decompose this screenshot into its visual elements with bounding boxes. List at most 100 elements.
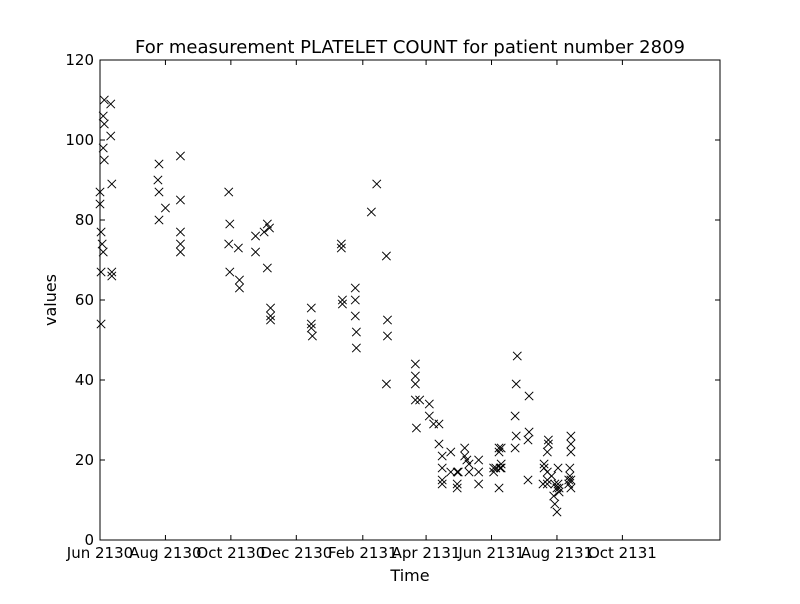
data-point-marker [266,311,276,321]
x-tick-label: Oct 2131 [588,544,657,562]
data-point-marker [539,459,549,469]
data-point-marker [566,439,576,449]
data-point-marker [175,195,186,205]
data-point-marker [96,267,106,277]
data-point-marker [154,187,164,197]
data-point-marker [446,447,456,457]
data-point-marker [549,491,559,501]
data-point-marker [350,295,360,305]
data-point-marker [474,467,484,477]
data-point-marker [410,379,420,389]
data-point-marker [107,271,117,281]
data-point-marker [510,443,520,453]
data-point-marker [259,227,269,237]
y-tick-label: 0 [84,531,94,549]
data-point-marker [452,467,462,477]
plot-frame [99,59,721,541]
data-point-marker [381,379,391,389]
data-point-marker [511,431,521,441]
data-point-marker [106,99,116,109]
data-point-marker [565,463,575,473]
data-point-marker [107,179,117,189]
data-point-marker [410,395,420,405]
data-point-marker [424,399,434,409]
x-tick-label: Feb 2131 [328,544,398,562]
y-tick-label: 120 [65,51,94,69]
x-tick-label: Dec 2130 [260,544,332,562]
data-point-marker [175,239,186,249]
data-point-marker [542,447,552,457]
data-point-marker [524,391,534,401]
data-point-marker [452,483,462,493]
data-point-marker [553,463,563,473]
data-point-marker [550,499,560,509]
data-point-marker [306,323,316,333]
data-point-marker [452,479,462,489]
y-tick-label: 100 [65,131,94,149]
data-point-marker [224,187,234,197]
data-point-marker [437,479,447,489]
data-point-marker [96,319,106,329]
y-tick-label: 20 [75,451,94,469]
plot-markers [95,95,576,517]
data-point-marker [543,439,553,449]
data-point-marker [160,203,170,213]
x-tick-label: Apr 2131 [392,544,461,562]
data-point-marker [225,219,235,229]
y-tick-label: 80 [75,211,94,229]
data-point-marker [306,303,316,313]
data-point-marker [554,483,564,493]
chart-title: For measurement PLATELET COUNT for patie… [135,37,685,58]
data-point-marker [524,427,534,437]
data-point-marker [337,299,347,309]
y-tick-label: 40 [75,371,94,389]
data-point-marker [336,239,346,249]
data-point-marker [523,435,533,445]
y-axis: 0 20 40 60 80 100 120 [65,51,720,549]
data-point-marker [494,483,504,493]
data-point-marker [307,331,317,341]
data-point-marker [566,447,576,457]
data-point-marker [566,431,576,441]
data-point-marker [372,179,382,189]
data-point-marker [225,267,235,277]
data-point-marker [494,443,504,453]
data-point-marker [496,459,506,469]
data-point-marker [153,175,163,185]
data-point-marker [489,463,499,473]
data-point-marker [437,475,447,485]
data-point-marker [415,395,425,405]
data-point-marker [554,487,564,497]
data-point-marker [474,479,484,489]
data-point-marker [233,243,243,253]
data-point-marker [99,95,109,105]
data-point-marker [411,423,421,433]
data-point-marker [552,507,562,517]
data-point-marker [250,231,261,241]
x-tick-label: Oct 2130 [196,544,265,562]
data-point-marker [543,435,553,445]
data-point-marker [542,479,552,489]
data-point-marker [464,459,474,469]
data-point-marker [547,471,557,481]
data-point-marker [460,443,470,453]
data-point-marker [366,207,376,217]
data-point-marker [437,451,447,461]
data-point-marker [539,463,549,473]
data-point-marker [350,283,360,293]
data-point-marker [496,463,506,473]
data-point-marker [410,359,420,369]
data-point-marker [434,439,444,449]
data-point-marker [106,131,116,141]
data-point-marker [175,227,186,237]
data-point-marker [96,227,106,237]
data-point-marker [564,475,574,485]
data-point-marker [410,371,420,381]
data-point-marker [224,239,234,249]
x-tick-label: Aug 2131 [521,544,593,562]
x-tick-label: Jun 2131 [457,544,524,562]
y-axis-label: values [41,274,60,326]
data-point-marker [437,463,447,473]
data-point-marker [464,467,474,477]
